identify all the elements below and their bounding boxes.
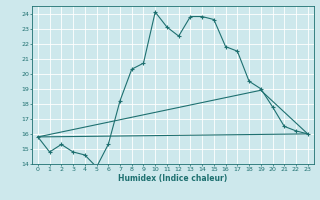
X-axis label: Humidex (Indice chaleur): Humidex (Indice chaleur) bbox=[118, 174, 228, 183]
